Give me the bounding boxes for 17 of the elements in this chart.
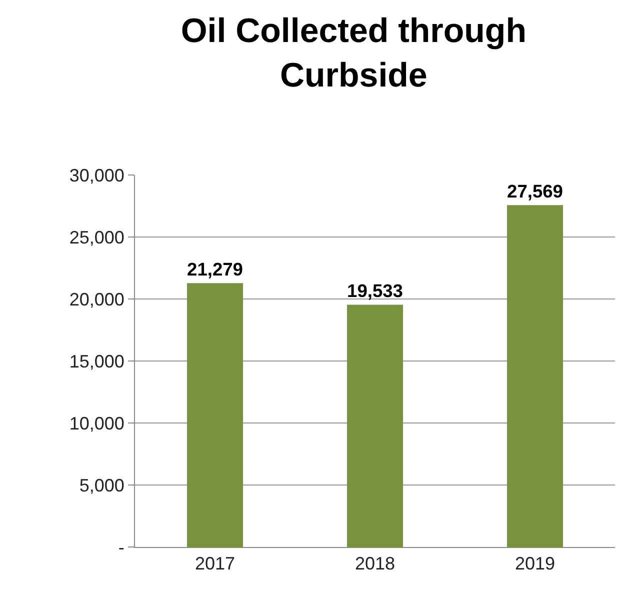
data-label: 19,533: [347, 280, 403, 302]
x-tick-label: 2018: [354, 554, 396, 574]
x-tick-label: 2017: [194, 554, 236, 574]
chart-title: Oil Collected through Curbside: [180, 12, 526, 94]
data-label: 21,279: [187, 258, 243, 280]
bar: [187, 283, 243, 547]
y-tick-label: 5,000: [79, 475, 124, 496]
y-tick-label: 15,000: [69, 351, 124, 372]
bar: [347, 304, 403, 547]
bar: [507, 205, 563, 547]
x-tick-label: 2019: [514, 554, 556, 574]
y-tick-label: 30,000: [69, 165, 124, 186]
y-tick-label: 25,000: [69, 227, 124, 248]
y-tick-label: 10,000: [69, 413, 124, 434]
y-tick-label: -: [118, 537, 124, 558]
y-tick-label: 20,000: [69, 289, 124, 310]
data-label: 27,569: [507, 180, 563, 202]
